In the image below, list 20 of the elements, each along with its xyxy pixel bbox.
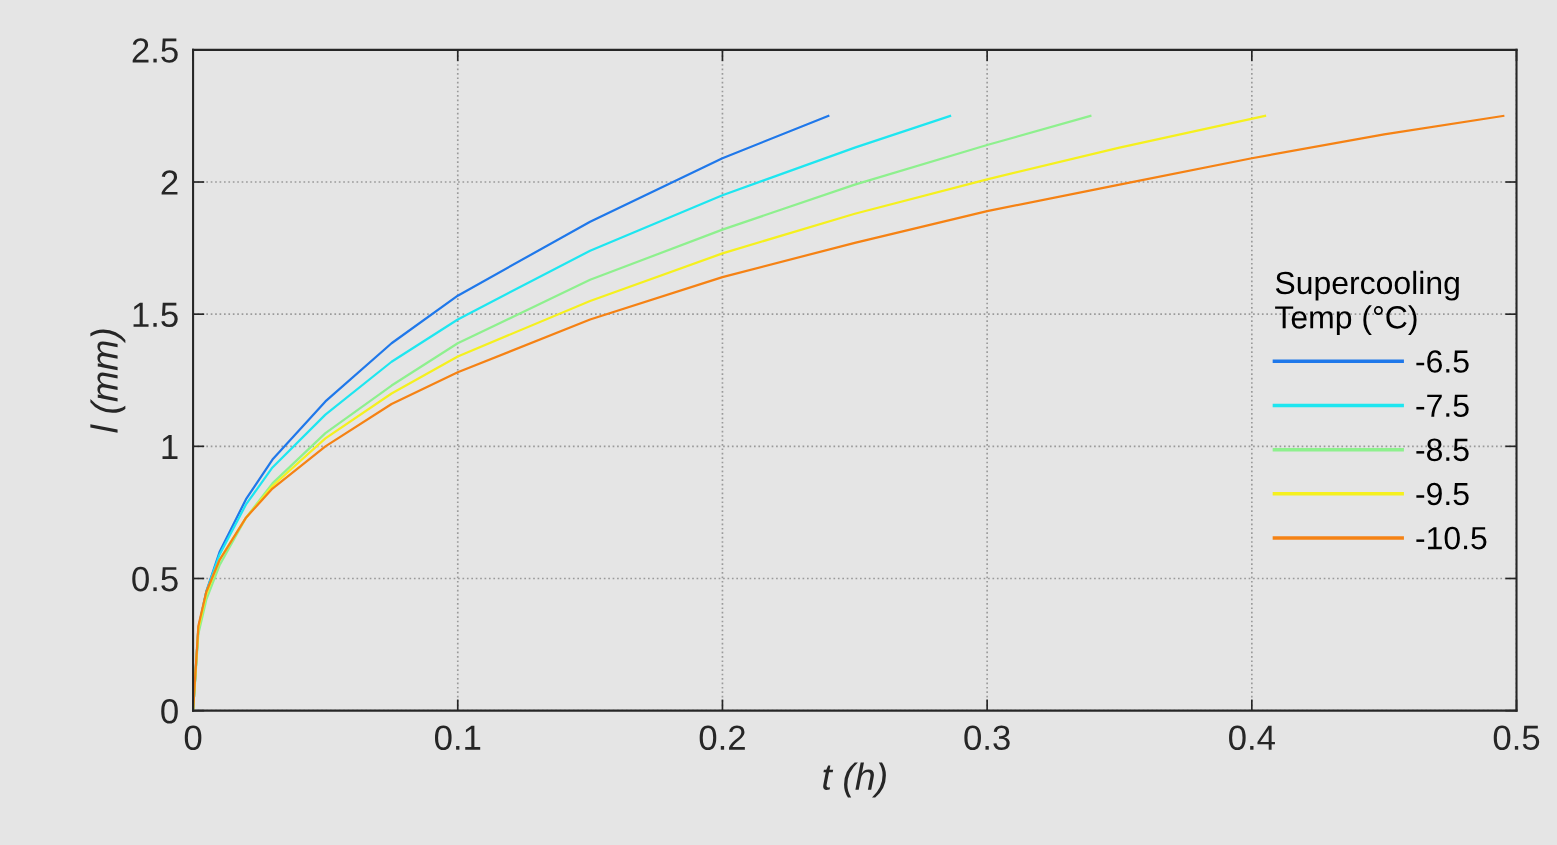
x-tick-label: 0.4 [1229, 725, 1275, 751]
y-tick-label: 2 [161, 170, 178, 195]
x-tick-label: 0.1 [434, 725, 481, 751]
x-tick-label: 0.5 [1493, 725, 1540, 751]
x-axis-title: t (h) [823, 762, 886, 798]
legend-label: -9.5 [1416, 482, 1469, 506]
y-tick-label: 0 [161, 698, 178, 724]
x-tick-label: 0.3 [964, 725, 1010, 751]
y-axis-title: l (mm) [90, 329, 126, 433]
y-tick-label: 0.5 [132, 566, 178, 592]
legend-label: -6.5 [1416, 350, 1469, 373]
x-tick-label: 0.2 [699, 725, 745, 751]
y-tick-label: 1 [162, 435, 178, 459]
legend-title: Supercooling Temp (°C) [1275, 270, 1459, 335]
x-tick-label: 0 [184, 725, 202, 751]
legend-label: -7.5 [1416, 394, 1469, 417]
y-tick-label: 2.5 [132, 38, 178, 63]
legend-label: -8.5 [1416, 438, 1469, 462]
y-tick-label: 1.5 [133, 302, 178, 328]
legend-label: -10.5 [1416, 526, 1487, 550]
